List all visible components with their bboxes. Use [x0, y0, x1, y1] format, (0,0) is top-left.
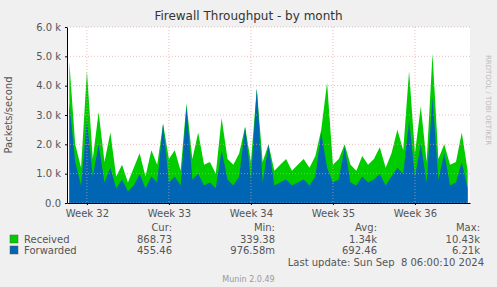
- tick: 0.0: [45, 198, 67, 209]
- tick: 6.0 k: [36, 22, 67, 33]
- legend-swatch: [10, 235, 18, 243]
- tick-label: 3.0 k: [36, 110, 61, 121]
- tick-mark: [87, 203, 88, 205]
- tick-mark: [65, 144, 67, 145]
- tick-mark: [169, 203, 170, 205]
- grid-line-x: [332, 27, 333, 203]
- legend-stat: 976.58m: [230, 245, 275, 256]
- tick-mark: [65, 27, 67, 28]
- legend-label: Forwarded: [24, 245, 77, 256]
- area-1: [69, 89, 467, 203]
- tick-mark: [65, 115, 67, 116]
- tick: 1.0 k: [36, 168, 67, 179]
- legend-header: Avg:: [355, 222, 377, 233]
- tick-label: 2.0 k: [36, 139, 61, 150]
- tick-mark: [65, 56, 67, 57]
- grid-line-y: [67, 27, 470, 28]
- tick-mark: [65, 86, 67, 87]
- grid-line-y: [67, 85, 470, 86]
- tick: Week 32: [66, 203, 109, 219]
- tick-mark: [333, 203, 334, 205]
- legend-header: Max:: [456, 222, 480, 233]
- tick: Week 36: [394, 203, 437, 219]
- grid: [67, 27, 470, 203]
- footer: Last update: Sun Sep 8 06:00:10 2024: [288, 257, 484, 268]
- legend-stat: 868.73: [137, 234, 172, 245]
- legend-stat: 455.46: [137, 245, 172, 256]
- plot-area: [69, 53, 467, 203]
- legend-header: Cur:: [151, 222, 172, 233]
- watermark: RRDTOOL / TOBI OETIKER: [484, 55, 492, 145]
- grid-line-y: [67, 144, 470, 145]
- legend-stat: 6.21k: [452, 245, 480, 256]
- tick-mark: [65, 203, 67, 204]
- axis-line: [67, 28, 68, 204]
- axis-line: [68, 203, 471, 204]
- legend-stat: 1.34k: [349, 234, 377, 245]
- tick: 2.0 k: [36, 139, 67, 150]
- x-axis: Week 32 Week 33 Week 34 Week 35 Week 36: [66, 203, 471, 219]
- tick-label: 5.0 k: [36, 51, 61, 62]
- area-0: [69, 53, 467, 203]
- tick-mark: [65, 174, 67, 175]
- grid-line-x: [250, 27, 251, 203]
- legend-stat: 10.43k: [446, 234, 481, 245]
- title: Firewall Throughput - by month: [154, 9, 342, 23]
- legend-swatch: [10, 246, 18, 254]
- y-axis-title: Packets/second: [3, 77, 14, 154]
- chart: 0.0 1.0 k 2.0 k 3.0 k 4.0 k 5.0 k 6.0 k Week 32…: [0, 0, 497, 287]
- grid-line-y: [67, 173, 470, 174]
- tick-label: Week 35: [312, 208, 355, 219]
- grid-line-x: [414, 27, 415, 203]
- grid-line-x: [86, 27, 87, 203]
- y-axis: 0.0 1.0 k 2.0 k 3.0 k 4.0 k 5.0 k 6.0 k: [36, 22, 67, 209]
- plot-background: [67, 27, 470, 203]
- tick-label: 1.0 k: [36, 168, 61, 179]
- tick: Week 34: [230, 203, 273, 219]
- tick-label: Week 34: [230, 208, 273, 219]
- tick-label: 0.0: [45, 198, 61, 209]
- legend-stat: 339.38: [240, 234, 275, 245]
- grid-line-y: [67, 115, 470, 116]
- background: [0, 0, 497, 287]
- tick-label: 4.0 k: [36, 80, 61, 91]
- legend-header: Min:: [254, 222, 275, 233]
- grid-line-x: [168, 27, 169, 203]
- tick-label: 6.0 k: [36, 22, 61, 33]
- tick-mark: [415, 203, 416, 205]
- legend-stat: 692.46: [342, 245, 377, 256]
- legend: Cur: Min: Avg: Max: Received 868.73 339.38 1.34…: [10, 222, 480, 256]
- grid-line-y: [67, 203, 470, 204]
- tick-label: Week 33: [148, 208, 191, 219]
- tick-label: Week 32: [66, 208, 109, 219]
- grid-line-y: [67, 56, 470, 57]
- tick: Week 35: [312, 203, 355, 219]
- credit: Munin 2.0.49: [222, 275, 274, 284]
- tick: 5.0 k: [36, 51, 67, 62]
- tick: Week 33: [148, 203, 191, 219]
- tick: 4.0 k: [36, 80, 67, 91]
- legend-label: Received: [24, 234, 70, 245]
- tick-mark: [251, 203, 252, 205]
- tick-label: Week 36: [394, 208, 437, 219]
- tick: 3.0 k: [36, 110, 67, 121]
